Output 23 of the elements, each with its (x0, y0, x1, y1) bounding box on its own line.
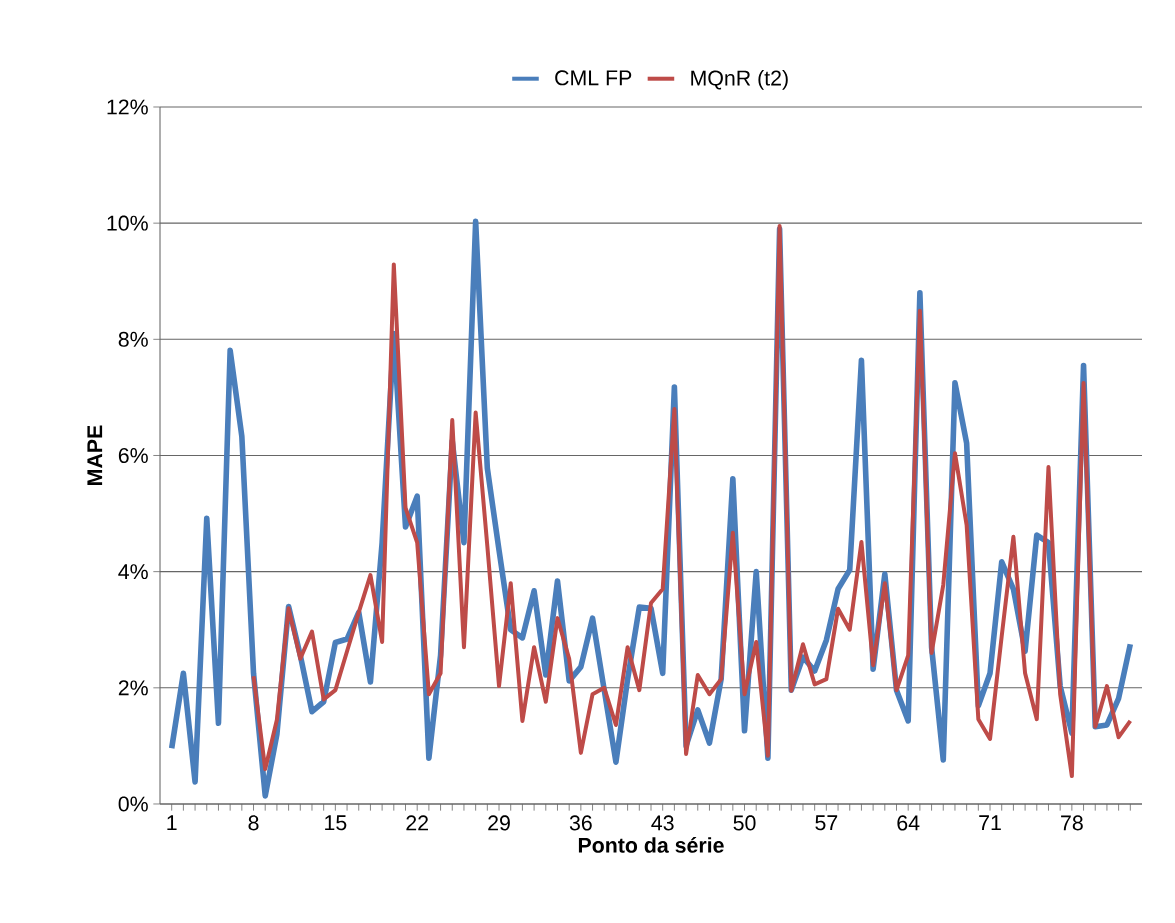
legend-label: CML FP (555, 70, 632, 86)
y-tick-label: 10% (107, 215, 148, 231)
x-tick-label: 15 (325, 815, 347, 831)
x-tick-label: 36 (569, 815, 592, 831)
x-tick-label: 43 (651, 815, 674, 831)
x-axis-title: Ponto da série (578, 836, 724, 853)
y-axis-title: MAPE (87, 425, 103, 485)
x-tick-label: 71 (979, 815, 1001, 831)
y-tick-label: 6% (118, 447, 148, 464)
x-tick-label: 8 (248, 815, 259, 831)
x-tick-label: 57 (815, 815, 838, 831)
x-tick-label: 22 (406, 815, 428, 831)
x-tick-label: 29 (488, 815, 510, 831)
y-tick-label: 4% (118, 564, 148, 580)
y-tick-label: 8% (118, 331, 148, 347)
y-tick-label: 0% (118, 796, 148, 812)
x-tick-label: 1 (167, 815, 177, 831)
x-tick-label: 50 (733, 815, 756, 831)
y-tick-label: 12% (107, 99, 148, 115)
x-tick-label: 78 (1061, 815, 1083, 831)
y-tick-label: 2% (118, 680, 148, 696)
legend-label: MQnR (t2) (691, 69, 788, 90)
x-tick-label: 64 (897, 815, 920, 831)
